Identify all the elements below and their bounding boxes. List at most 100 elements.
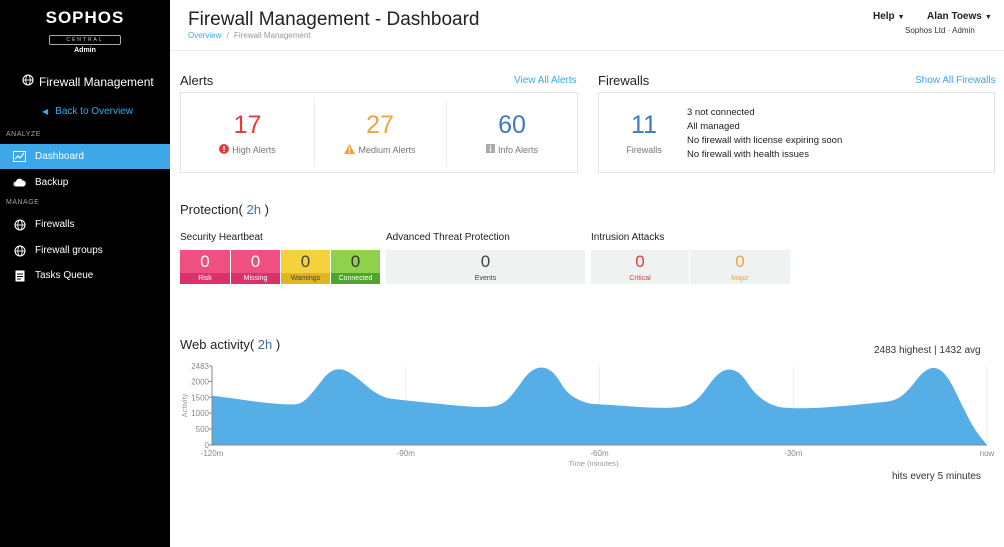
web-activity-period: 2h [254, 337, 276, 352]
sidebar-item-backup[interactable]: Backup [0, 170, 170, 195]
sophos-logo: SOPHOS CENTRAL Admin [0, 8, 170, 54]
medium-alerts-label: Medium Alerts [358, 145, 416, 155]
cloud-icon [13, 176, 26, 189]
sidebar-item-firewall-groups[interactable]: Firewall groups [0, 238, 170, 263]
divider [314, 99, 315, 167]
protection-title-text: Protection( [180, 202, 243, 217]
medium-alerts[interactable]: 27 Medium Alerts [314, 93, 446, 173]
y-tick-label: 2000 [191, 377, 209, 386]
breadcrumb-overview-link[interactable]: Overview [188, 31, 222, 40]
sidebar-item-label: Tasks Queue [35, 270, 94, 281]
high-alerts-count: 17 [233, 111, 262, 139]
user-menu[interactable]: Alan Toews ▼ [927, 11, 992, 22]
y-tick-label: 0 [205, 441, 210, 450]
back-link-label: Back to Overview [55, 106, 133, 117]
info-alerts[interactable]: 60 Info Alerts [446, 93, 578, 173]
tile-label: Connected [331, 273, 380, 284]
section-label-analyze: ANALYZE [6, 131, 41, 138]
tile-value: 0 [735, 252, 745, 271]
intrusion-major-tile[interactable]: 0 Major [690, 250, 790, 284]
info-alerts-count: 60 [498, 111, 526, 139]
sidebar: SOPHOS CENTRAL Admin Firewall Management… [0, 0, 170, 547]
x-tick-label: -90m [397, 449, 416, 458]
high-alerts-label: High Alerts [232, 145, 276, 155]
medium-alerts-label-row: Medium Alerts [314, 144, 446, 156]
x-tick-label: now [980, 449, 995, 458]
heartbeat-warnings-tile[interactable]: 0 Warnings [281, 250, 330, 284]
web-activity-title: Web activity( 2h ) [180, 337, 280, 352]
y-tick-label: 500 [196, 425, 210, 434]
x-tick-label: -30m [784, 449, 803, 458]
globe-icon [13, 244, 26, 257]
web-activity-footer: hits every 5 minutes [892, 471, 981, 482]
y-tick-label: 2483 [191, 362, 209, 371]
help-label: Help [873, 11, 895, 22]
intrusion-critical-tile[interactable]: 0 Critical [591, 250, 689, 284]
firewalls-count-label: Firewalls [626, 145, 662, 155]
protection-title-end: ) [264, 202, 269, 217]
medium-alerts-count: 27 [366, 111, 394, 139]
firewalls-card: 11 Firewalls 3 not connected All managed… [598, 92, 995, 173]
protection-title: Protection( 2h ) [180, 202, 269, 217]
globe-icon [22, 74, 34, 89]
tile-value: 0 [200, 252, 210, 271]
tile-label: Warnings [281, 273, 330, 284]
chevron-left-icon: ◀ [42, 107, 49, 116]
tile-value: 0 [635, 252, 645, 271]
high-alerts[interactable]: 17 High Alerts [181, 93, 314, 173]
breadcrumb: Overview / Firewall Management [188, 31, 311, 40]
sidebar-item-label: Firewalls [35, 219, 75, 230]
section-label-manage: MANAGE [6, 199, 40, 206]
sidebar-item-dashboard[interactable]: Dashboard [0, 144, 170, 169]
x-tick-label: -60m [590, 449, 609, 458]
sidebar-item-firewalls[interactable]: Firewalls [0, 212, 170, 237]
help-menu[interactable]: Help ▼ [873, 11, 905, 22]
info-icon [485, 144, 495, 155]
user-name: Alan Toews [927, 11, 982, 22]
sidebar-item-tasks-queue[interactable]: Tasks Queue [0, 263, 170, 288]
error-icon [219, 144, 230, 156]
atp-events-tile[interactable]: 0 Events [386, 250, 585, 284]
back-to-overview-link[interactable]: ◀ Back to Overview [42, 106, 133, 117]
org-label: Sophos Ltd · Admin [905, 26, 975, 35]
sidebar-item-label: Backup [35, 177, 69, 188]
atp-title: Advanced Threat Protection [386, 232, 510, 243]
firewalls-count[interactable]: 11 [631, 111, 657, 139]
tile-value: 0 [250, 252, 261, 271]
warning-icon [344, 144, 356, 156]
alerts-card: 17 High Alerts 27 Medium Alerts 60 Info … [180, 92, 578, 173]
firewall-status-line: No firewall with license expiring soon [687, 135, 843, 146]
web-activity-title-end: ) [275, 337, 281, 352]
globe-icon [13, 218, 26, 231]
heartbeat-risk-tile[interactable]: 0 Risk [180, 250, 230, 284]
firewall-status-line: No firewall with health issues [687, 149, 809, 160]
document-icon [13, 269, 26, 282]
show-all-firewalls-link[interactable]: Show All Firewalls [915, 75, 996, 86]
tile-value: 0 [350, 252, 361, 271]
y-tick-label: 1000 [191, 409, 209, 418]
web-activity-stats: 2483 highest | 1432 avg [874, 345, 981, 356]
brand-name: SOPHOS [45, 8, 125, 27]
view-all-alerts-link[interactable]: View All Alerts [514, 75, 577, 86]
activity-area-series [212, 367, 987, 445]
intrusion-attacks-title: Intrusion Attacks [591, 232, 665, 243]
alerts-title: Alerts [180, 73, 214, 88]
x-axis-label: Time (minutes) [569, 459, 619, 468]
breadcrumb-current: Firewall Management [234, 31, 311, 40]
header-divider [170, 50, 1004, 51]
sidebar-item-label: Firewall groups [35, 245, 103, 256]
security-heartbeat-title: Security Heartbeat [180, 232, 263, 243]
info-alerts-label: Info Alerts [497, 144, 539, 155]
chart-icon [13, 150, 26, 163]
divider [446, 99, 447, 167]
tile-label: Missing [231, 273, 280, 284]
y-axis-label: Activity [180, 393, 189, 417]
brand-role: Admin [74, 47, 96, 54]
heartbeat-missing-tile[interactable]: 0 Missing [231, 250, 280, 284]
x-tick-label: -120m [201, 449, 224, 458]
app-title: Firewall Management [22, 74, 154, 89]
heartbeat-connected-tile[interactable]: 0 Connected [331, 250, 380, 284]
firewalls-title: Firewalls [598, 73, 650, 88]
sidebar-item-label: Dashboard [35, 151, 84, 162]
